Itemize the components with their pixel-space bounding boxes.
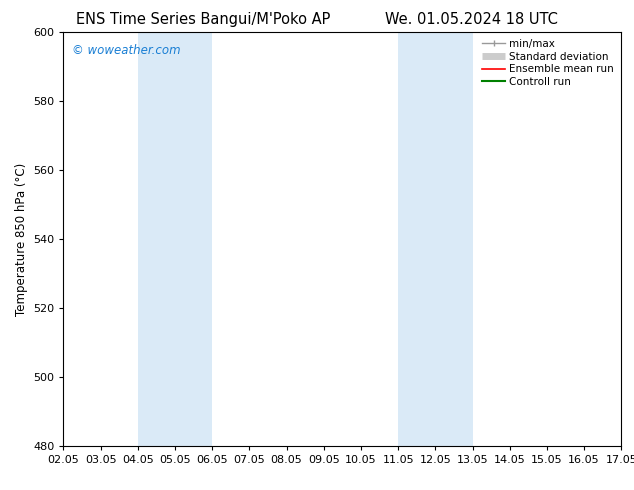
Text: We. 01.05.2024 18 UTC: We. 01.05.2024 18 UTC [385, 12, 558, 27]
Text: ENS Time Series Bangui/M'Poko AP: ENS Time Series Bangui/M'Poko AP [76, 12, 330, 27]
Bar [398, 32, 472, 446]
Text: © woweather.com: © woweather.com [72, 44, 181, 57]
Legend: min/max, Standard deviation, Ensemble mean run, Controll run: min/max, Standard deviation, Ensemble me… [478, 35, 618, 91]
Y-axis label: Temperature 850 hPa (°C): Temperature 850 hPa (°C) [15, 162, 27, 316]
Bar [138, 32, 212, 446]
